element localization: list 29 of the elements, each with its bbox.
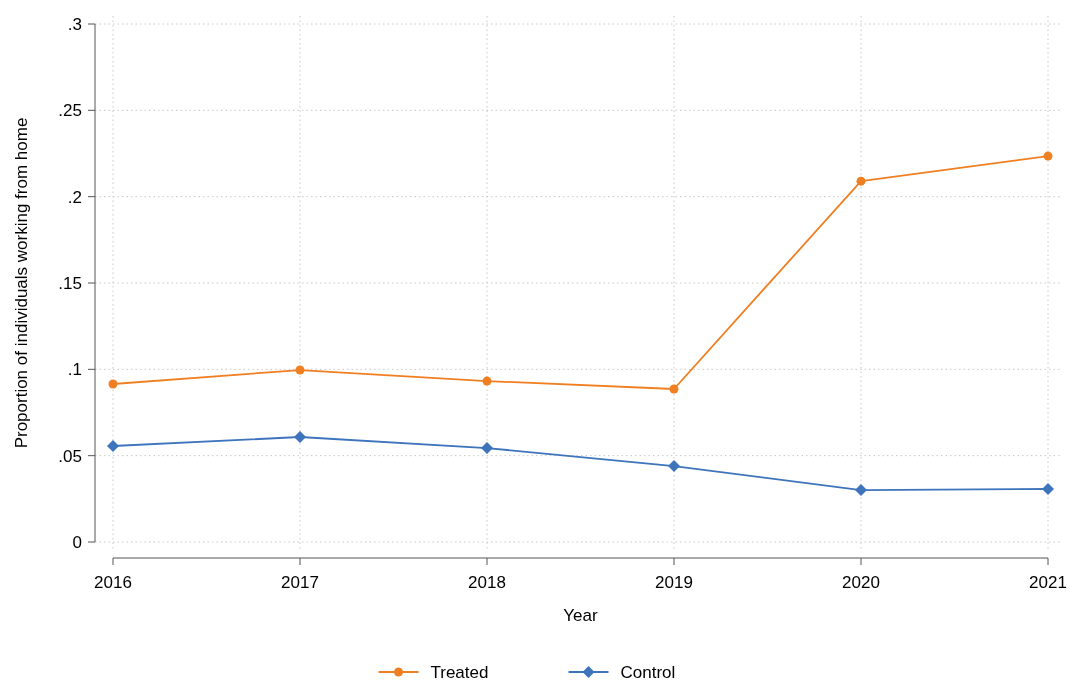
x-axis-title: Year <box>563 606 599 625</box>
point <box>482 376 492 386</box>
x-tick-label: 2017 <box>281 573 319 592</box>
legend-label: Control <box>620 662 676 682</box>
point <box>295 365 305 375</box>
point <box>668 460 680 473</box>
legend-label: Treated <box>430 662 489 682</box>
y-tick-label: .25 <box>58 101 82 121</box>
point <box>294 431 306 444</box>
point <box>107 440 119 452</box>
y-tick-label: .1 <box>67 360 82 380</box>
x-tick-label: 2016 <box>94 573 132 592</box>
x-tick-label: 2021 <box>1029 573 1067 592</box>
x-tick-label: 2020 <box>842 573 880 592</box>
x-tick-label: 2019 <box>655 573 693 592</box>
point <box>1042 482 1054 495</box>
point <box>108 379 118 389</box>
point <box>669 384 679 394</box>
y-axis-title: Proportion of individuals working from home <box>12 117 31 449</box>
x-tick-label: 2018 <box>468 573 506 592</box>
point <box>855 484 867 497</box>
y-tick-label: 0 <box>72 532 82 552</box>
y-tick-label: .3 <box>67 14 82 34</box>
point <box>481 442 493 455</box>
point <box>1043 151 1053 161</box>
y-tick-label: .15 <box>58 273 82 293</box>
point <box>856 176 866 186</box>
y-tick-label: .2 <box>67 187 82 207</box>
y-tick-label: .05 <box>58 446 82 466</box>
